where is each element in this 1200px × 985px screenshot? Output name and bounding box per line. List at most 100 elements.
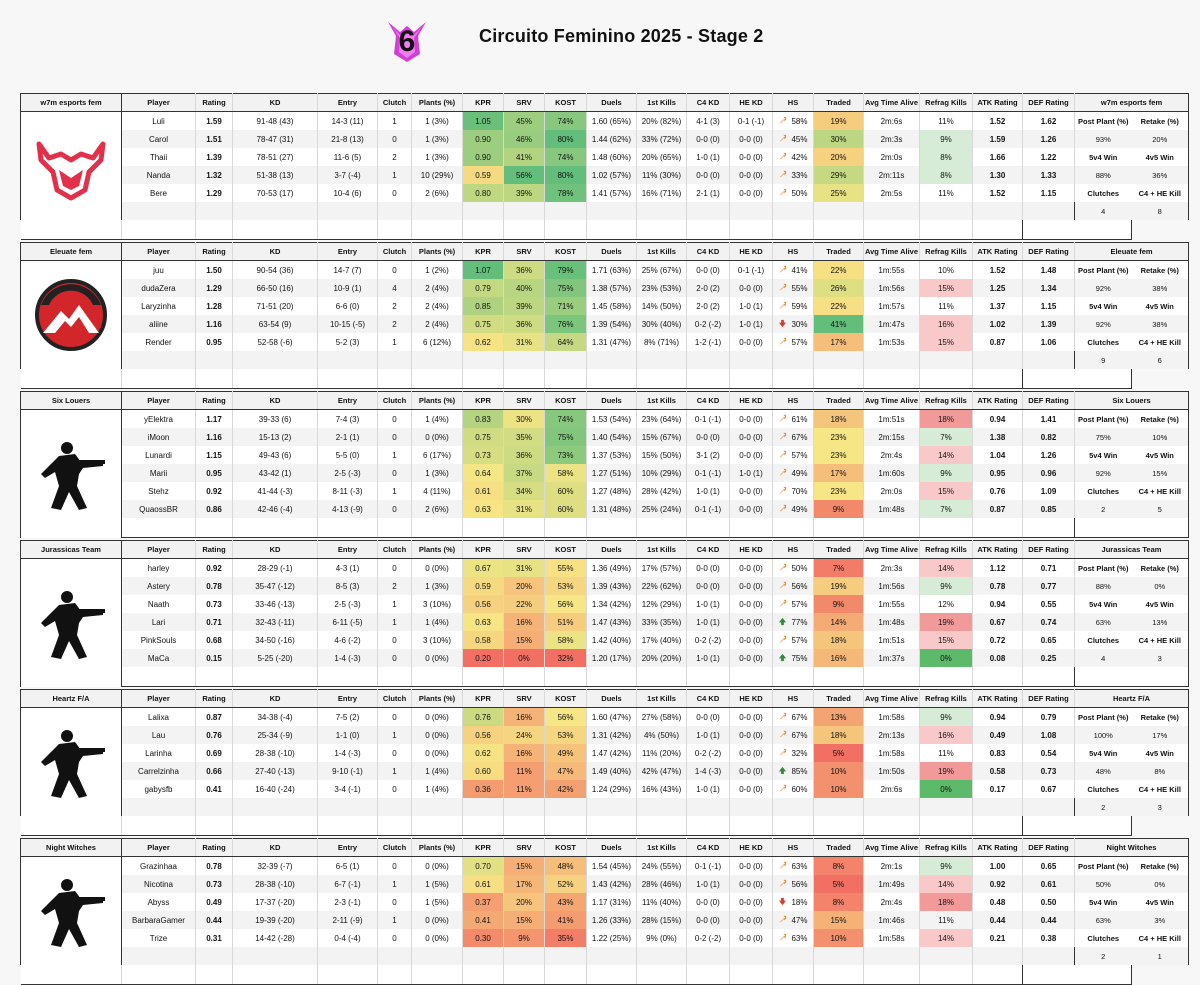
cell-def: 0.38 bbox=[1022, 929, 1075, 947]
cell-kd: 5-25 (-20) bbox=[232, 649, 318, 667]
cell-kd: 15-13 (2) bbox=[232, 428, 318, 446]
cell-rating: 0.92 bbox=[195, 558, 233, 577]
empty-cell bbox=[972, 667, 1023, 687]
cell-plants: 2 (4%) bbox=[411, 297, 463, 315]
column-header: Duels bbox=[586, 391, 637, 410]
cell-name: Stehz bbox=[121, 482, 196, 500]
cell-entry: 14-3 (11) bbox=[317, 111, 378, 130]
footer-row bbox=[21, 518, 1190, 538]
column-header: KOST bbox=[544, 93, 587, 112]
cell-name: Lari bbox=[121, 613, 196, 631]
cell-first_kills: 42% (47%) bbox=[636, 762, 687, 780]
cell-srv: 15% bbox=[503, 631, 545, 649]
side-cell: Clutches bbox=[1074, 929, 1132, 947]
cell-duels: 1.47 (42%) bbox=[586, 744, 637, 762]
empty-cell bbox=[503, 202, 545, 220]
column-header: HE KD bbox=[729, 93, 773, 112]
column-header: SRV bbox=[503, 242, 545, 261]
cell-c4kd: 0-0 (0) bbox=[686, 166, 730, 184]
column-header: Avg Time Alive bbox=[863, 93, 920, 112]
cell-hekd: 0-0 (0) bbox=[729, 130, 773, 148]
team-logo bbox=[20, 111, 122, 220]
cell-alive: 1m:55s bbox=[863, 595, 920, 613]
cell-kost: 75% bbox=[544, 279, 587, 297]
cell-plants: 1 (5%) bbox=[411, 893, 463, 911]
cell-plants: 1 (4%) bbox=[411, 409, 463, 428]
cell-duels: 1.47 (43%) bbox=[586, 613, 637, 631]
cell-refrag: 7% bbox=[919, 500, 973, 518]
empty-cell bbox=[813, 351, 864, 369]
side-cell bbox=[1022, 369, 1075, 389]
side-cell: 20% bbox=[1131, 130, 1189, 148]
cell-refrag: 11% bbox=[919, 297, 973, 315]
cell-clutch: 4 bbox=[377, 279, 412, 297]
cell-name: Abyss bbox=[121, 893, 196, 911]
cell-first_kills: 20% (82%) bbox=[636, 111, 687, 130]
cell-kpr: 0.58 bbox=[462, 631, 504, 649]
empty-cell bbox=[686, 369, 730, 389]
cell-def: 0.44 bbox=[1022, 911, 1075, 929]
cell-duels: 1.27 (51%) bbox=[586, 464, 637, 482]
cell-traded: 7% bbox=[813, 558, 864, 577]
column-header: KD bbox=[232, 838, 318, 857]
cell-c4kd: 0-0 (0) bbox=[686, 558, 730, 577]
cell-entry: 4-3 (1) bbox=[317, 558, 378, 577]
cell-hekd: 1-0 (1) bbox=[729, 297, 773, 315]
cell-alive: 2m:0s bbox=[863, 482, 920, 500]
side-team-name: Heartz F/A bbox=[1074, 689, 1189, 708]
cell-rating: 1.29 bbox=[195, 184, 233, 202]
column-header: 1st Kills bbox=[636, 838, 687, 857]
column-header: KOST bbox=[544, 391, 587, 410]
empty-cell bbox=[972, 798, 1023, 816]
cell-kpr: 0.76 bbox=[462, 707, 504, 726]
cell-hekd: 0-0 (0) bbox=[729, 148, 773, 166]
cell-plants: 0 (0%) bbox=[411, 649, 463, 667]
empty-cell bbox=[462, 667, 504, 687]
cell-kd: 91-48 (43) bbox=[232, 111, 318, 130]
cell-c4kd: 4-1 (3) bbox=[686, 111, 730, 130]
empty-cell bbox=[195, 816, 233, 836]
cell-srv: 34% bbox=[503, 482, 545, 500]
side-cell: Post Plant (%) bbox=[1074, 558, 1132, 577]
side-cell: 88% bbox=[1074, 577, 1132, 595]
cell-kpr: 0.62 bbox=[462, 744, 504, 762]
arrow-up-right-icon bbox=[780, 730, 787, 738]
empty-cell bbox=[232, 947, 318, 965]
cell-first_kills: 10% (29%) bbox=[636, 464, 687, 482]
cell-duels: 1.34 (42%) bbox=[586, 595, 637, 613]
column-header: ATK Rating bbox=[972, 93, 1023, 112]
cell-kost: 55% bbox=[544, 558, 587, 577]
cell-alive: 2m:3s bbox=[863, 558, 920, 577]
cell-kost: 73% bbox=[544, 446, 587, 464]
cell-hs: 56% bbox=[772, 577, 814, 595]
empty-cell bbox=[636, 965, 687, 985]
cell-srv: 0% bbox=[503, 649, 545, 667]
side-cell: 93% bbox=[1074, 130, 1132, 148]
empty-cell bbox=[636, 798, 687, 816]
team-logo bbox=[20, 409, 122, 538]
cell-alive: 1m:46s bbox=[863, 911, 920, 929]
arrow-down-icon bbox=[779, 897, 787, 906]
cell-c4kd: 0-0 (0) bbox=[686, 911, 730, 929]
empty-cell bbox=[772, 816, 814, 836]
cell-kost: 76% bbox=[544, 315, 587, 333]
empty-cell bbox=[121, 202, 196, 220]
cell-def: 0.67 bbox=[1022, 780, 1075, 798]
cell-name: Grazinhaa bbox=[121, 856, 196, 875]
cell-name: Marii bbox=[121, 464, 196, 482]
side-cell bbox=[1022, 816, 1075, 836]
empty-cell bbox=[586, 351, 637, 369]
column-header: KD bbox=[232, 93, 318, 112]
cell-alive: 2m:13s bbox=[863, 726, 920, 744]
cell-hs: 75% bbox=[772, 649, 814, 667]
empty-cell bbox=[919, 369, 973, 389]
side-cell: 13% bbox=[1131, 613, 1189, 631]
column-header: Plants (%) bbox=[411, 242, 463, 261]
column-header: KOST bbox=[544, 540, 587, 559]
side-cell: 4v5 Win bbox=[1131, 744, 1189, 762]
empty-cell bbox=[686, 667, 730, 687]
empty-cell bbox=[636, 518, 687, 538]
player-row: Lunardi 1.15 49-43 (6) 5-5 (0) 1 6 (17%) 0.73 3… bbox=[21, 446, 1190, 464]
cell-c4kd: 2-0 (2) bbox=[686, 279, 730, 297]
